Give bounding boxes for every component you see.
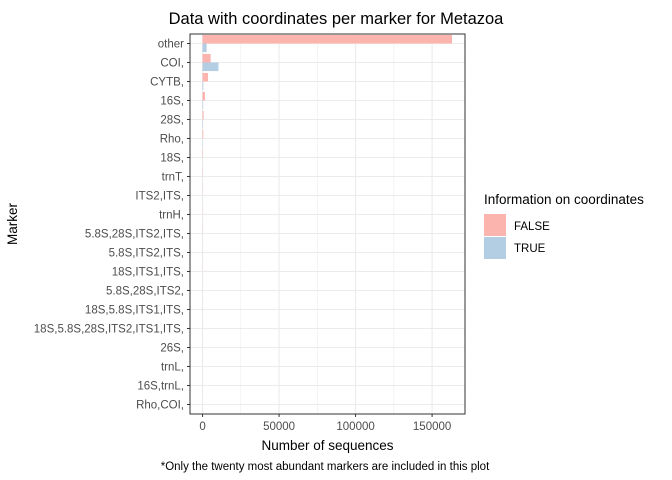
y-tick-label: 5.8S,28S,ITS2,ITS,	[85, 229, 184, 241]
legend-swatch-true	[484, 237, 506, 259]
y-tick-label: 18S,5.8S,ITS1,ITS,	[85, 305, 184, 317]
bar-false	[202, 72, 209, 82]
bar-false	[202, 34, 452, 44]
y-tick-label: other	[158, 39, 184, 51]
y-axis-title: Marker	[5, 203, 20, 246]
bar-false	[202, 91, 205, 101]
y-tick-label: 16S,	[160, 96, 184, 108]
y-tick-label: trnT,	[162, 172, 184, 184]
x-tick-label: 100000	[336, 421, 374, 433]
y-tick-label: COI,	[160, 58, 184, 70]
y-tick-label: trnL,	[161, 362, 184, 374]
legend-label-true: TRUE	[514, 243, 546, 255]
y-tick-label: 18S,	[160, 153, 184, 165]
y-tick-label: ITS2,ITS,	[135, 191, 184, 203]
y-tick-label: 26S,	[160, 343, 184, 355]
y-tick-label: 16S,trnL,	[137, 381, 184, 393]
panel-background	[190, 34, 465, 414]
bar-false	[202, 110, 204, 120]
legend-label-false: FALSE	[514, 221, 550, 233]
y-tick-label: Rho,	[160, 134, 184, 146]
y-tick-label: 28S,	[160, 115, 184, 127]
x-tick-label: 50000	[263, 421, 295, 433]
y-tick-label: 5.8S,28S,ITS2,	[106, 286, 184, 298]
legend-swatch-false	[484, 214, 506, 236]
bar-true	[202, 43, 207, 53]
y-tick-label: trnH,	[159, 210, 184, 222]
y-tick-label: Rho,COI,	[136, 400, 184, 412]
y-axis-ticks: other COI, CYTB, 16S, 28S, Rho, 18S, trnT, ITS2,…	[34, 39, 190, 412]
panel-border	[189, 33, 466, 415]
bar-true	[202, 100, 204, 110]
x-tick-label: 150000	[413, 421, 451, 433]
y-tick-label: 18S,5.8S,28S,ITS2,ITS1,ITS,	[34, 324, 184, 336]
x-tick-label: 0	[199, 421, 205, 433]
x-axis-title: Number of sequences	[261, 438, 393, 453]
grid	[190, 34, 465, 414]
legend-title: Information on coordinates	[484, 192, 644, 207]
legend: Information on coordinates FALSE TRUE	[484, 192, 644, 259]
bar-true	[202, 62, 219, 72]
bar-true	[202, 81, 204, 91]
chart-caption: *Only the twenty most abundant markers a…	[161, 461, 490, 473]
bar-false	[202, 53, 211, 63]
chart-title: Data with coordinates per marker for Met…	[169, 10, 505, 28]
y-tick-label: 5.8S,ITS2,ITS,	[109, 248, 184, 260]
bar-false	[202, 129, 204, 139]
y-tick-label: CYTB,	[150, 77, 184, 89]
bars	[202, 34, 452, 414]
x-axis-ticks: 0 50000 100000 150000	[199, 414, 451, 433]
y-tick-label: 18S,ITS1,ITS,	[112, 267, 184, 279]
